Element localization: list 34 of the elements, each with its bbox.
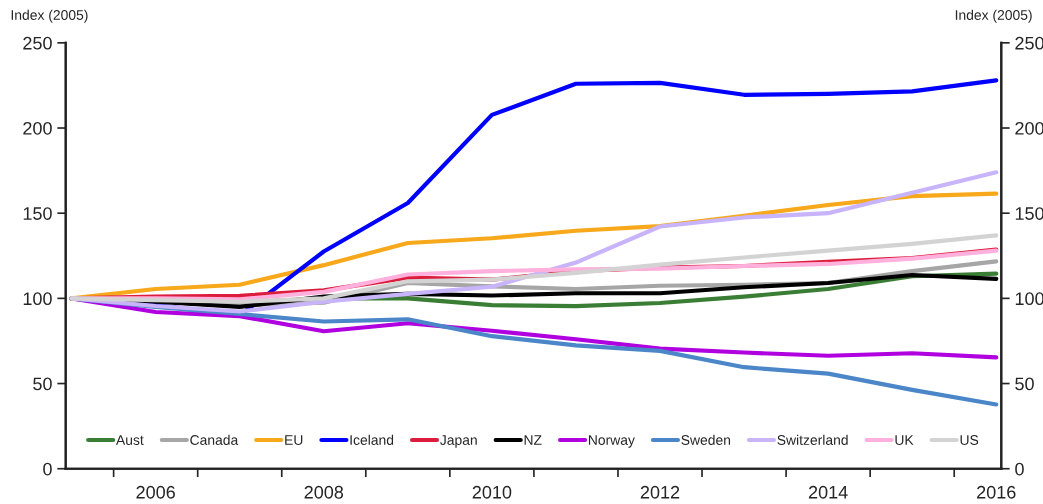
legend-label: Norway xyxy=(588,435,635,448)
line-series xyxy=(69,170,999,314)
line-series xyxy=(69,296,999,360)
legend-label: Aust xyxy=(115,435,144,445)
y-axis-title: Index (2005) xyxy=(11,9,88,23)
legend-label: Iceland xyxy=(350,434,394,445)
y2-tick-label: 150 xyxy=(1015,207,1043,220)
y-tick-label: 250 xyxy=(23,36,52,50)
x-tick-label: 2016 xyxy=(977,485,1016,499)
y2-tick-label: 0 xyxy=(1015,462,1024,476)
x-tick-label: 2006 xyxy=(136,485,175,499)
legend-label: Switzerland xyxy=(777,434,848,445)
legend-label: EU xyxy=(285,435,303,445)
y2-tick-label: 100 xyxy=(1015,292,1043,306)
y2-tick-label: 200 xyxy=(1015,121,1043,135)
y-tick-label: 0 xyxy=(43,462,52,476)
legend-label: Japan xyxy=(440,435,477,448)
legend-label: NZ xyxy=(524,435,542,445)
x-tick-label: 2014 xyxy=(808,485,848,499)
x-tick-label: 2012 xyxy=(640,485,680,499)
y2-tick-label: 250 xyxy=(1015,36,1043,50)
y2-tick-label: 50 xyxy=(1015,377,1034,391)
legend-label: US xyxy=(960,435,979,445)
y2-axis-title: Index (2005) xyxy=(955,9,1032,23)
x-tick-label: 2008 xyxy=(304,485,344,499)
x-tick-label: 2010 xyxy=(472,485,512,499)
y-tick-label: 50 xyxy=(33,377,52,391)
legend-label: UK xyxy=(895,435,914,445)
line-series xyxy=(69,233,999,304)
legend-label: Sweden xyxy=(681,434,731,445)
y-tick-label: 200 xyxy=(23,121,52,135)
legend-label: Canada xyxy=(190,434,239,445)
y-tick-label: 150 xyxy=(23,207,52,220)
y-tick-label: 100 xyxy=(23,292,52,306)
